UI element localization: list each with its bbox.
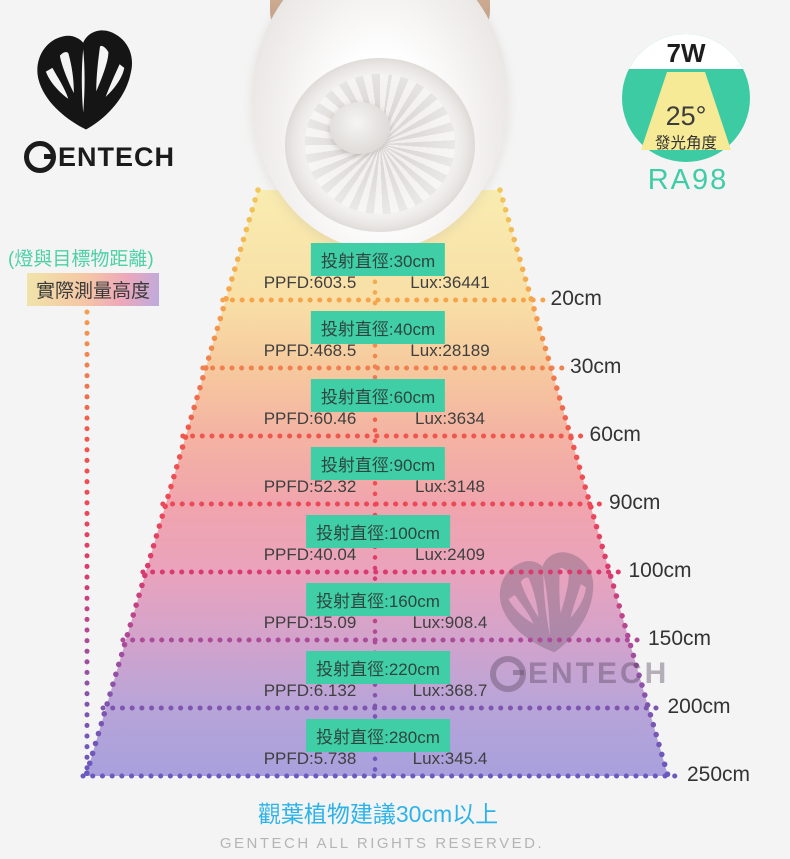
beam-angle-value: 25°: [666, 101, 707, 131]
footer-advice: 觀葉植物建議30cm以上: [257, 801, 499, 827]
cone-edge-right: [497, 187, 671, 779]
g-mark-icon: [24, 141, 56, 173]
bulb-face: [285, 58, 475, 232]
beam-cone-icon: [641, 72, 731, 150]
footer-copyright: GENTECH ALL RIGHTS RESERVED.: [219, 835, 545, 852]
row-distance-lines: [80, 297, 683, 779]
measured-height-label: 實際測量高度: [27, 273, 160, 306]
led-bulb-photo: [250, 0, 510, 252]
brand-wordmark: ENTECH: [24, 141, 175, 173]
beam-spec-badge: 7W 25° 發光角度: [622, 34, 750, 162]
brand-name-text: ENTECH: [58, 141, 176, 172]
beam-angle-label: 發光角度: [655, 134, 717, 152]
cri-value: RA98: [647, 164, 729, 196]
wattage-label: 7W: [667, 38, 706, 68]
legend-distance-note: (燈與目標物距離): [8, 249, 154, 270]
watermark-g-mark-icon: [490, 656, 526, 692]
logo-leaf-icon: [37, 30, 132, 130]
bulb-lens-center: [330, 102, 390, 154]
cone-edge-left: [83, 187, 261, 779]
watermark-wordmark: ENTECH: [490, 656, 669, 692]
